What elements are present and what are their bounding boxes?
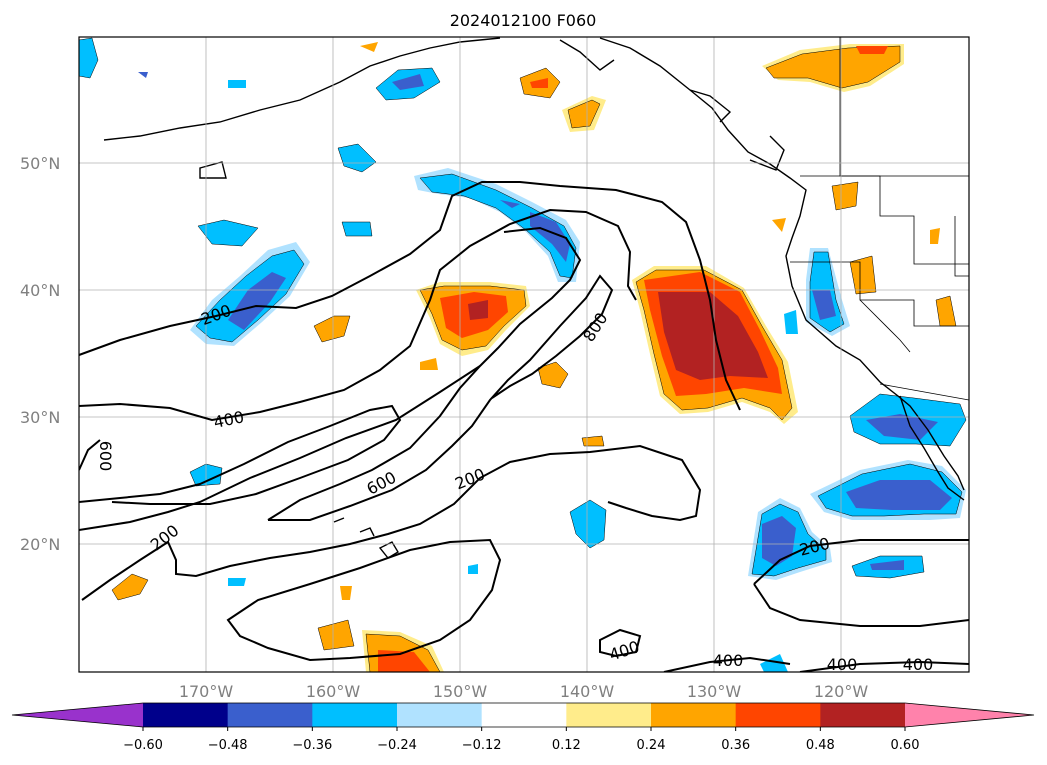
colorbar-segment <box>397 703 483 727</box>
lat-label-40n: 40°N <box>20 281 60 300</box>
lat-label-50n: 50°N <box>20 154 60 173</box>
colorbar-tick-label: 0.24 <box>637 738 666 753</box>
colorbar-extend-high <box>905 703 1034 727</box>
lon-label-130w: 130°W <box>687 682 742 701</box>
colorbar-segment <box>566 703 652 727</box>
colorbar-tick-label: −0.12 <box>462 738 502 753</box>
colorbar-tick-label: −0.60 <box>123 738 163 753</box>
colorbar-tick-label: 0.12 <box>552 738 581 753</box>
negative-anomaly-fills <box>79 37 967 672</box>
graticule <box>79 37 969 672</box>
contour-label-400-d: 400 <box>827 655 858 674</box>
colorbar-tick-label: 0.60 <box>891 738 920 753</box>
map-area: 200 400 600 600 200 800 200 200 400 400 … <box>79 37 969 674</box>
colorbar-segment <box>820 703 906 727</box>
lon-label-120w: 120°W <box>814 682 869 701</box>
lat-label-20n: 20°N <box>20 535 60 554</box>
colorbar-segment <box>735 703 821 727</box>
longitude-labels: 170°W 160°W 150°W 140°W 130°W 120°W <box>179 682 869 701</box>
lon-label-150w: 150°W <box>433 682 488 701</box>
lon-label-170w: 170°W <box>179 682 234 701</box>
colorbar-tick-label: −0.24 <box>377 738 417 753</box>
colorbar: −0.60 −0.48 −0.36 −0.24 −0.12 0.12 0.24 0.36 0.4… <box>11 702 1035 753</box>
coastlines <box>103 37 965 559</box>
lon-label-140w: 140°W <box>560 682 615 701</box>
height-contours <box>79 181 969 672</box>
colorbar-segment <box>227 703 313 727</box>
lon-label-160w: 160°W <box>306 682 361 701</box>
state-borders <box>790 37 969 401</box>
map-frame <box>78 36 970 673</box>
colorbar-tick-label: 0.48 <box>806 738 835 753</box>
lat-label-30n: 30°N <box>20 408 60 427</box>
colorbar-segment <box>651 703 737 727</box>
contour-label-600-a: 600 <box>96 441 115 472</box>
colorbar-segment <box>312 703 398 727</box>
colorbar-extend-low <box>12 703 143 727</box>
map-title: 2024012100 F060 <box>450 11 597 30</box>
contour-label-400-c: 400 <box>713 651 744 670</box>
colorbar-tick-label: −0.36 <box>292 738 332 753</box>
colorbar-tick-label: −0.48 <box>208 738 248 753</box>
colorbar-tick-label: 0.36 <box>721 738 750 753</box>
latitude-labels: 50°N 40°N 30°N 20°N <box>20 154 60 554</box>
contour-label-400-e: 400 <box>903 655 934 674</box>
colorbar-segment <box>481 703 567 727</box>
colorbar-segment <box>143 703 229 727</box>
